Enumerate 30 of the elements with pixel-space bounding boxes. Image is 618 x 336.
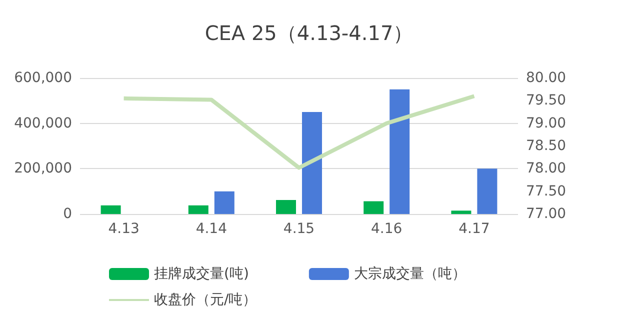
bar	[214, 191, 234, 214]
bar	[364, 201, 384, 214]
bar	[451, 210, 472, 214]
y-tick-label: 200,000	[14, 160, 72, 177]
y-tick-label: 600,000	[14, 70, 72, 86]
bar	[390, 89, 410, 214]
x-tick-label: 4.15	[283, 221, 315, 237]
y2-tick-label: 78.50	[526, 138, 566, 154]
chart-title: CEA 25（4.13-4.17）	[204, 21, 414, 45]
legend-label: 收盘价（元/吨）	[154, 292, 257, 308]
x-tick-label: 4.17	[458, 221, 490, 237]
x-tick-label: 4.13	[108, 221, 140, 237]
line-series	[122, 94, 476, 170]
bar	[477, 168, 498, 214]
y-tick-label: 400,000	[14, 115, 72, 132]
y2-tick-label: 79.00	[526, 115, 566, 132]
y2-tick-label: 77.50	[526, 183, 566, 200]
y-tick-label: 0	[63, 206, 72, 222]
x-tick-label: 4.16	[371, 221, 402, 237]
y2-tick-label: 78.00	[526, 160, 566, 177]
legend-label: 大宗成交量（吨）	[354, 266, 466, 282]
bar	[100, 205, 121, 214]
x-tick-label: 4.14	[196, 221, 228, 237]
bar	[302, 112, 322, 214]
bar	[276, 200, 296, 214]
y2-tick-label: 80.00	[526, 70, 566, 86]
legend-label: 挂牌成交量(吨)	[154, 266, 249, 282]
y2-tick-label: 79.50	[526, 92, 566, 109]
y2-tick-label: 77.00	[526, 206, 566, 222]
bar	[188, 205, 208, 214]
